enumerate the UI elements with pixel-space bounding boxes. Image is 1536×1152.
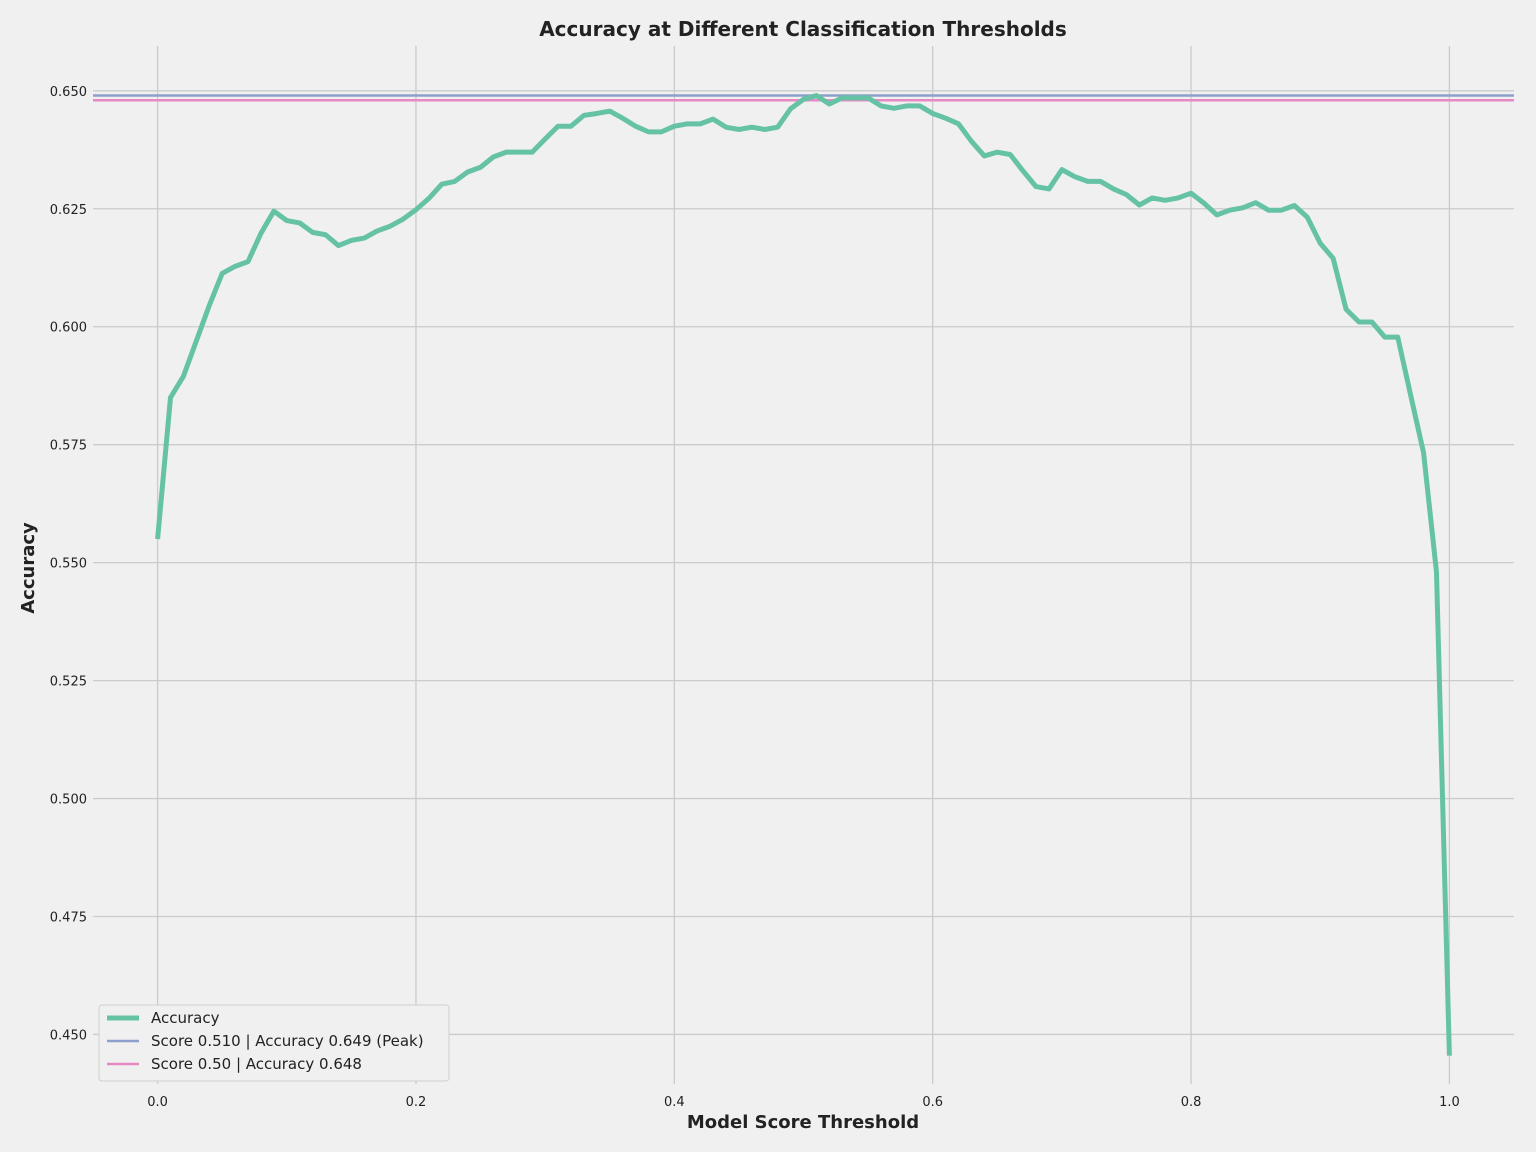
legend: Accuracy Score 0.510 | Accuracy 0.649 (P… xyxy=(98,1004,450,1082)
legend-box xyxy=(98,1004,450,1082)
y-tick-label: 0.525 xyxy=(50,675,87,690)
y-tick-label: 0.600 xyxy=(50,321,87,336)
legend-label-peak: Score 0.510 | Accuracy 0.649 (Peak) xyxy=(151,1032,424,1050)
y-tick-label: 0.450 xyxy=(50,1028,87,1043)
x-tick-label: 0.4 xyxy=(664,1095,685,1110)
y-tick-label: 0.500 xyxy=(50,793,87,808)
y-tick-label: 0.625 xyxy=(50,203,87,218)
x-axis-title: Model Score Threshold xyxy=(687,1112,919,1133)
legend-label-default: Score 0.50 | Accuracy 0.648 xyxy=(151,1055,362,1073)
legend-label-accuracy: Accuracy xyxy=(151,1009,220,1027)
x-tick-label: 0.0 xyxy=(147,1095,168,1110)
x-tick-label: 1.0 xyxy=(1439,1095,1460,1110)
x-tick-label: 0.8 xyxy=(1181,1095,1202,1110)
accuracy-line xyxy=(155,93,1452,1056)
y-tick-label: 0.575 xyxy=(50,439,87,454)
chart-title: Accuracy at Different Classification Thr… xyxy=(539,17,1067,41)
series-lines xyxy=(155,93,1452,1056)
y-axis-title: Accuracy xyxy=(18,522,39,614)
x-tick-label: 0.2 xyxy=(406,1095,427,1110)
y-tick-label: 0.475 xyxy=(50,911,87,926)
y-tick-label: 0.650 xyxy=(50,85,87,100)
y-tick-label: 0.550 xyxy=(50,557,87,572)
x-tick-label: 0.6 xyxy=(922,1095,943,1110)
y-tick-labels: 0.450 0.475 0.500 0.525 0.550 0.575 0.600 0.625… xyxy=(50,85,87,1044)
x-tick-labels: 0.0 0.2 0.4 0.6 0.8 1.0 xyxy=(147,1095,1460,1110)
